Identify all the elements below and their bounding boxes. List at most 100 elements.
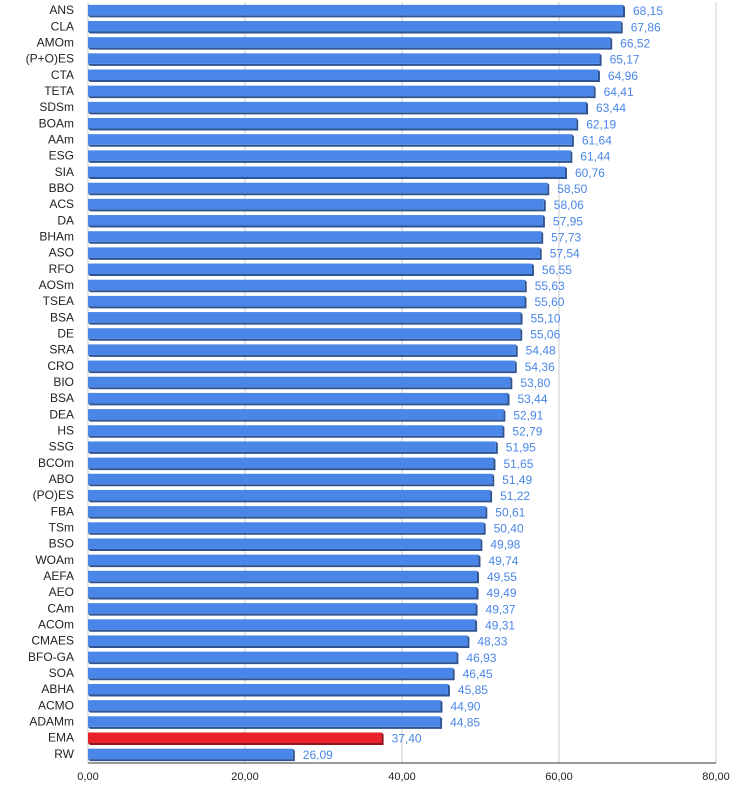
- bar-face: [88, 312, 521, 323]
- value-label: 57,95: [553, 214, 583, 228]
- bar: [88, 53, 602, 66]
- value-label: 51,65: [503, 457, 533, 471]
- value-label: 60,76: [575, 166, 605, 180]
- bar-shadow: [88, 716, 443, 729]
- bar-shadow: [88, 279, 527, 293]
- value-label: 50,40: [494, 522, 524, 536]
- bar: [88, 215, 545, 228]
- bar-shadow: [88, 37, 613, 50]
- bar: [88, 344, 518, 357]
- category-label: BSA: [50, 391, 74, 405]
- bar-face: [88, 53, 600, 64]
- bar: [88, 667, 455, 681]
- bar-shadow: [88, 328, 523, 341]
- value-label: 55,06: [530, 327, 560, 341]
- bar-shadow: [88, 538, 483, 551]
- category-label: ACMO: [38, 698, 74, 712]
- value-label: 57,54: [550, 247, 580, 261]
- bar-shadow: [88, 4, 625, 18]
- x-tick-label: 20,00: [231, 771, 259, 783]
- bar: [88, 473, 495, 487]
- value-label: 49,49: [486, 586, 516, 600]
- category-label: CTA: [51, 68, 74, 82]
- value-label: 44,90: [450, 699, 480, 713]
- bar: [88, 457, 496, 471]
- bar-face: [88, 182, 548, 194]
- value-label: 68,15: [633, 4, 663, 18]
- value-label: 63,44: [596, 101, 626, 115]
- bar-face: [88, 554, 479, 566]
- bar-face: [88, 748, 293, 760]
- bar-shadow: [88, 506, 488, 519]
- bar: [88, 279, 527, 293]
- bar: [88, 376, 513, 390]
- bar-face: [88, 360, 515, 372]
- bar-shadow: [88, 392, 510, 406]
- category-label: BHAm: [39, 229, 74, 243]
- bar-shadow: [88, 683, 450, 697]
- bar-face: [88, 344, 516, 355]
- bar: [88, 732, 384, 745]
- bar-shadow: [88, 489, 493, 503]
- bar-face: [88, 215, 543, 226]
- value-label: 50,61: [495, 505, 525, 519]
- value-label: 46,93: [466, 651, 496, 665]
- bar-shadow: [88, 21, 623, 34]
- bar-face: [88, 37, 611, 48]
- category-label: TSm: [49, 521, 74, 535]
- value-label: 61,64: [582, 133, 612, 147]
- bar-shadow: [88, 247, 542, 260]
- bar: [88, 409, 506, 422]
- bar-shadow: [88, 166, 567, 180]
- category-label: DE: [57, 326, 74, 340]
- bar: [88, 683, 450, 697]
- bar-shadow: [88, 134, 574, 147]
- bar: [88, 360, 517, 374]
- bar: [88, 182, 550, 196]
- bar-face: [88, 716, 441, 727]
- category-label: RFO: [49, 262, 74, 276]
- bar-face: [88, 619, 476, 630]
- x-tick-label: 0,00: [77, 771, 98, 783]
- bar: [88, 37, 613, 50]
- bar-face: [88, 732, 382, 743]
- value-label: 58,50: [557, 182, 587, 196]
- value-label: 51,95: [506, 441, 536, 455]
- bar-face: [88, 522, 484, 533]
- category-label: AEO: [49, 585, 74, 599]
- bar-face: [88, 198, 544, 210]
- category-label: ACS: [49, 197, 74, 211]
- bar-face: [88, 489, 491, 501]
- bar-shadow: [88, 586, 479, 600]
- value-label: 48,33: [477, 635, 507, 649]
- value-label: 26,09: [303, 748, 333, 762]
- bar-shadow: [88, 376, 513, 390]
- value-label: 52,79: [512, 425, 542, 439]
- category-label: ANS: [49, 3, 74, 17]
- value-label: 49,55: [487, 570, 517, 584]
- value-label: 55,60: [534, 295, 564, 309]
- bar-shadow: [88, 603, 478, 616]
- category-label: AMOm: [37, 35, 74, 49]
- bar-face: [88, 134, 572, 145]
- bar: [88, 489, 493, 503]
- category-label: FBA: [51, 504, 74, 518]
- bar-face: [88, 409, 504, 420]
- value-label: 64,41: [604, 85, 634, 99]
- category-label: ADAMm: [29, 715, 74, 729]
- value-label: 62,19: [586, 117, 616, 131]
- category-label: ABO: [49, 472, 74, 486]
- bar-face: [88, 392, 508, 404]
- bar-shadow: [88, 635, 470, 648]
- bar-face: [88, 683, 448, 695]
- category-label: AOSm: [39, 278, 74, 292]
- value-labels: 68,15 67,86 66,52 65,17 64,96 64,41 63,44 62,19…: [303, 4, 664, 762]
- value-label: 58,06: [554, 198, 584, 212]
- value-label: 51,22: [500, 489, 530, 503]
- bar-shadow: [88, 312, 523, 325]
- bar-shadow: [88, 570, 479, 584]
- value-label: 55,10: [531, 311, 561, 325]
- value-label: 46,45: [463, 667, 493, 681]
- category-label: BBO: [49, 181, 74, 195]
- bar: [88, 328, 523, 341]
